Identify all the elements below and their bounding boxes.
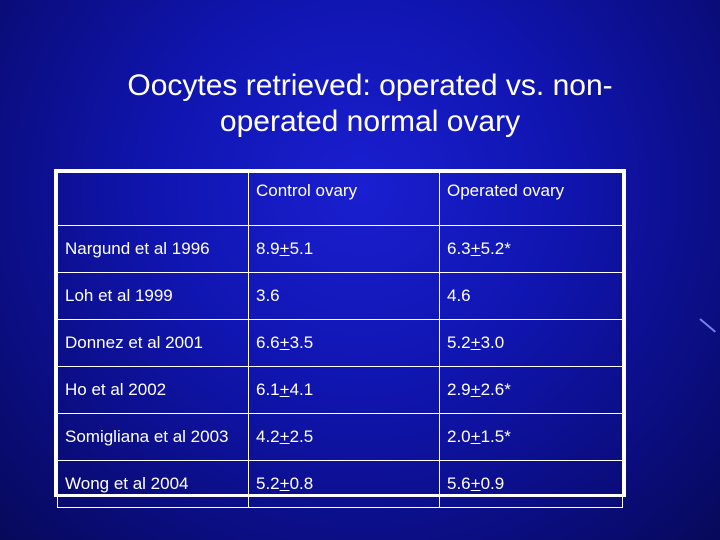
operated-sd: 0.9 (480, 474, 505, 493)
plus-minus-symbol: + (279, 474, 290, 493)
header-cell-empty (57, 172, 249, 226)
control-mean: 6.6 (256, 333, 280, 352)
control-value-cell: 3.6 (248, 272, 440, 320)
operated-mean: 5.2 (447, 333, 471, 352)
table-row: Loh et al 1999 3.6 4.6 (57, 272, 623, 320)
plus-minus-symbol: + (279, 380, 290, 399)
plus-minus-symbol: + (470, 427, 481, 446)
control-mean: 6.1 (256, 380, 280, 399)
control-mean: 4.2 (256, 427, 280, 446)
study-cell: Loh et al 1999 (57, 272, 249, 320)
plus-minus-symbol: + (470, 380, 481, 399)
header-cell-operated: Operated ovary (439, 172, 623, 226)
control-sd: 3.5 (289, 333, 314, 352)
operated-mean: 5.6 (447, 474, 471, 493)
control-value-cell: 4.2+2.5 (248, 413, 440, 461)
operated-value-cell: 5.6+0.9 (439, 460, 623, 508)
plus-minus-symbol: + (470, 239, 481, 258)
study-cell: Ho et al 2002 (57, 366, 249, 414)
control-sd: 4.1 (289, 380, 314, 399)
data-table: Control ovary Operated ovary Nargund et … (54, 169, 626, 508)
operated-mean: 2.9 (447, 380, 471, 399)
operated-value-cell: 6.3+5.2* (439, 225, 623, 273)
significance-mark: * (504, 239, 511, 258)
plus-minus-symbol: + (279, 239, 290, 258)
control-sd: 5.1 (289, 239, 314, 258)
control-value-cell: 8.9+5.1 (248, 225, 440, 273)
plus-minus-symbol: + (279, 427, 290, 446)
plus-minus-symbol: + (279, 333, 290, 352)
operated-value-cell: 5.2+3.0 (439, 319, 623, 367)
operated-sd: 1.5 (480, 427, 505, 446)
operated-value-cell: 4.6 (439, 272, 623, 320)
operated-mean: 2.0 (447, 427, 471, 446)
control-sd: 2.5 (289, 427, 314, 446)
control-mean: 8.9 (256, 239, 280, 258)
table-row: Donnez et al 2001 6.6+3.5 5.2+3.0 (57, 319, 623, 367)
table-row: Wong et al 2004 5.2+0.8 5.6+0.9 (57, 460, 623, 508)
control-value-cell: 6.6+3.5 (248, 319, 440, 367)
table-row: Nargund et al 1996 8.9+5.1 6.3+5.2* (57, 225, 623, 273)
operated-sd: 2.6 (480, 380, 505, 399)
study-cell: Somigliana et al 2003 (57, 413, 249, 461)
significance-mark: * (504, 427, 511, 446)
operated-sd: 5.2 (480, 239, 505, 258)
operated-value-cell: 2.9+2.6* (439, 366, 623, 414)
significance-mark: * (504, 380, 511, 399)
control-mean: 5.2 (256, 474, 280, 493)
operated-mean: 4.6 (447, 286, 471, 305)
slide-title: Oocytes retrieved: operated vs. non-oper… (127, 69, 613, 138)
control-mean: 3.6 (256, 286, 280, 305)
table-body: Control ovary Operated ovary Nargund et … (57, 172, 623, 508)
decorative-line (699, 318, 716, 333)
study-cell: Wong et al 2004 (57, 460, 249, 508)
table-row: Ho et al 2002 6.1+4.1 2.9+2.6* (57, 366, 623, 414)
operated-value-cell: 2.0+1.5* (439, 413, 623, 461)
control-value-cell: 5.2+0.8 (248, 460, 440, 508)
operated-mean: 6.3 (447, 239, 471, 258)
study-cell: Donnez et al 2001 (57, 319, 249, 367)
plus-minus-symbol: + (470, 474, 481, 493)
control-sd: 0.8 (289, 474, 314, 493)
operated-sd: 3.0 (480, 333, 505, 352)
plus-minus-symbol: + (470, 333, 481, 352)
control-value-cell: 6.1+4.1 (248, 366, 440, 414)
header-cell-control: Control ovary (248, 172, 440, 226)
table-header-row: Control ovary Operated ovary (57, 172, 623, 226)
study-cell: Nargund et al 1996 (57, 225, 249, 273)
table-row: Somigliana et al 2003 4.2+2.5 2.0+1.5* (57, 413, 623, 461)
